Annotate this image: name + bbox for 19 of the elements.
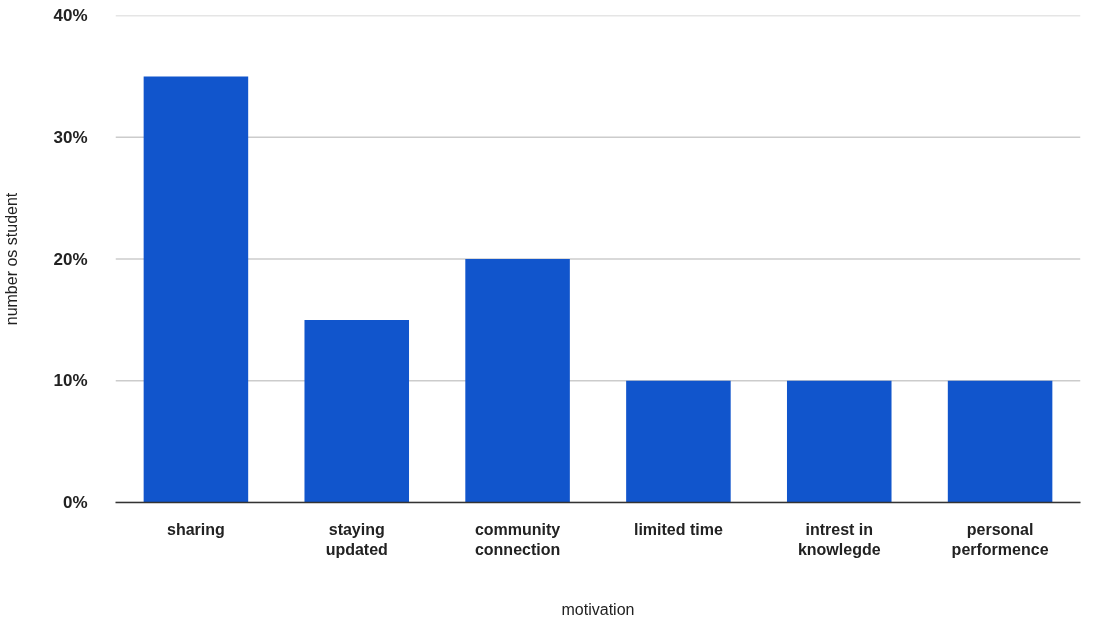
x-tick-label: intrest in knowlegde (797, 520, 881, 558)
y-tick-label: 40% (53, 6, 88, 25)
bar (947, 380, 1053, 503)
x-tick-label: sharing (167, 520, 225, 538)
y-tick-label: 20% (53, 249, 88, 269)
x-tick-label: community connection (474, 520, 561, 558)
x-tick-label: staying updated (325, 520, 388, 558)
x-tick-label: personal performence (951, 520, 1049, 558)
x-axis-title: motivation (561, 600, 635, 618)
bar (143, 76, 249, 503)
y-tick-label: 30% (53, 127, 88, 147)
bar (304, 319, 410, 503)
y-tick-label: 10% (53, 371, 88, 391)
bar (626, 380, 731, 503)
bar (465, 259, 570, 503)
y-tick-label: 0% (62, 493, 88, 512)
y-axis-title: number os student (3, 192, 21, 326)
bar (786, 380, 892, 503)
x-tick-label: limited time (633, 520, 723, 538)
